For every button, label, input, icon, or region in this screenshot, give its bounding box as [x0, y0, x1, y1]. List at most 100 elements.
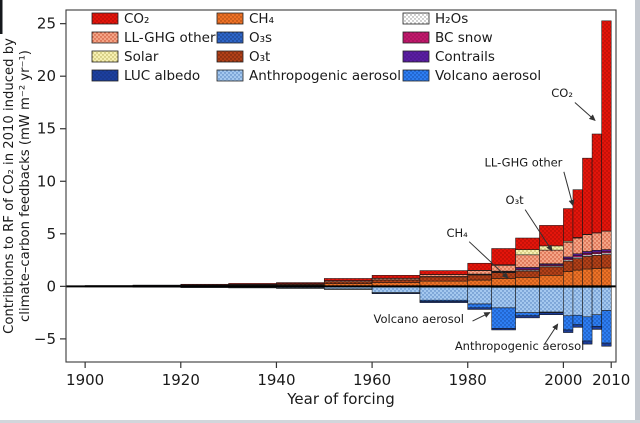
legend-label-bc_snow: BC snow	[435, 30, 493, 46]
legend-swatch-o3t	[216, 50, 244, 63]
bar-segment-volcano_aerosol	[467, 303, 492, 309]
annotation-arrow	[574, 102, 596, 121]
y-tick-label: 5	[46, 225, 56, 243]
bar-segment-luc_albedo	[539, 312, 564, 315]
bar-segment-o3t	[601, 254, 612, 269]
bar-segment-co2	[323, 278, 373, 281]
bar-segment-luc_albedo	[563, 329, 574, 333]
y-axis-title-line2: climate–carbon feedbacks (mW m⁻² yr⁻¹)	[18, 50, 33, 322]
legend-swatch-contrails	[402, 50, 430, 63]
legend-swatch-bc_snow	[402, 31, 430, 44]
legend-label-solar: Solar	[124, 49, 159, 65]
y-tick-label: 25	[37, 15, 56, 33]
bar-segment-volcano_aerosol	[572, 314, 583, 325]
x-tick-label: 2000	[544, 371, 582, 389]
bar-segment-volcano_aerosol	[601, 310, 612, 344]
legend-item-contrails: Contrails	[402, 49, 495, 65]
legend: CO₂ LL-GHG other Solar LUC albedo CH₄ O₃s O₃t A…	[91, 11, 541, 84]
bar-segment-volcano_aerosol	[515, 312, 540, 317]
bar-segment-llghg_other	[563, 241, 574, 258]
bar-segment-ch4	[563, 271, 574, 287]
legend-item-ch4: CH₄	[216, 11, 274, 27]
bar-segment-llghg_other	[467, 270, 492, 275]
x-axis-title: Year of forcing	[286, 390, 395, 408]
bar-segment-anthropogenic_aerosol	[419, 286, 469, 301]
bar-segment-contrails	[591, 250, 602, 253]
bar-segment-llghg_other	[419, 274, 469, 277]
bar-segment-luc_albedo	[601, 342, 612, 347]
bar-segment-co2	[563, 208, 574, 242]
bar-segment-luc_albedo	[572, 324, 583, 328]
legend-swatch-co2	[91, 12, 119, 25]
legend-item-h2os: H₂Os	[402, 11, 468, 27]
bar-segment-luc_albedo	[515, 315, 540, 319]
x-tick-label: 2010	[592, 371, 630, 389]
bar-segment-luc_albedo	[591, 325, 602, 330]
bar-segment-co2	[582, 157, 593, 235]
bar-segment-ch4	[539, 275, 564, 287]
bar-segment-llghg_other	[539, 249, 564, 265]
bar-segment-llghg_other	[582, 234, 593, 252]
legend-label-llghg_other: LL-GHG other	[124, 30, 216, 46]
bar-segment-co2	[515, 237, 540, 250]
bar-segment-co2	[228, 283, 277, 285]
annotations-group: CO₂ LL-GHG other O₃t CH₄ Volcano aerosol Anth…	[374, 86, 596, 353]
bar-segment-o3t	[539, 266, 564, 276]
bar-segment-o3t	[467, 274, 492, 281]
bar-segment-co2	[276, 282, 325, 284]
legend-item-bc_snow: BC snow	[402, 30, 493, 46]
bar-segment-ch4	[601, 267, 612, 287]
bar-segment-anthropogenic_aerosol	[515, 287, 540, 313]
legend-swatch-solar	[91, 50, 119, 63]
bar-segment-co2	[371, 275, 421, 279]
bar-segment-volcano_aerosol	[491, 307, 516, 329]
bar-segment-anthropogenic_aerosol	[601, 287, 612, 311]
bar-segment-luc_albedo	[491, 328, 516, 331]
annotation-label: CO₂	[551, 86, 573, 100]
edge-artifact-right	[635, 0, 640, 423]
bar-segment-llghg_other	[515, 254, 540, 268]
legend-label-contrails: Contrails	[435, 49, 495, 65]
bar-segment-llghg_other	[572, 237, 583, 255]
bar-segment-contrails	[572, 253, 583, 256]
legend-swatch-h2os	[402, 12, 430, 25]
bar-segment-luc_albedo	[582, 340, 593, 345]
bar-segment-anthropogenic_aerosol	[563, 287, 574, 317]
bar-segment-anthropogenic_aerosol	[491, 287, 516, 309]
annotation-label: Anthropogenic aerosol	[455, 339, 584, 353]
plot-area-border	[65, 9, 617, 363]
legend-swatch-ch4	[216, 12, 244, 25]
legend-label-ch4: CH₄	[249, 11, 274, 27]
annotation-arrow	[468, 241, 509, 279]
bar-segment-luc_albedo	[276, 287, 325, 289]
bar-segment-contrails	[582, 251, 593, 254]
x-tick-label: 1980	[449, 371, 487, 389]
bar-segment-ch4	[491, 278, 516, 287]
bar-segment-luc_albedo	[371, 292, 421, 294]
legend-swatch-llghg_other	[91, 31, 119, 44]
legend-item-o3s: O₃s	[216, 30, 272, 46]
bar-segment-o3t	[563, 260, 574, 272]
bar-segment-volcano_aerosol	[591, 314, 602, 327]
x-tick-label: 1960	[353, 371, 391, 389]
bar-segment-co2	[180, 283, 229, 286]
bar-segment-co2	[491, 248, 516, 265]
bar-segment-ch4	[515, 277, 540, 287]
legend-label-co2: CO₂	[124, 11, 149, 27]
bar-segment-co2	[419, 270, 469, 275]
annotation-arrow	[524, 209, 553, 252]
bar-segment-llghg_other	[591, 232, 602, 251]
annotation-label: O₃t	[506, 193, 525, 207]
bar-segment-co2	[467, 262, 492, 271]
bar-segment-ch4	[582, 268, 593, 287]
x-tick-label: 1920	[162, 371, 200, 389]
bar-segment-volcano_aerosol	[563, 315, 574, 331]
legend-swatch-volcano_aerosol	[402, 69, 430, 82]
bar-segment-anthropogenic_aerosol	[582, 287, 593, 318]
legend-label-anthropogenic_aerosol: Anthropogenic aerosol	[249, 68, 401, 84]
legend-item-solar: Solar	[91, 49, 159, 65]
bar-segment-co2	[539, 225, 564, 247]
edge-artifact-bottom	[0, 420, 640, 423]
bar-segment-llghg_other	[601, 230, 612, 250]
